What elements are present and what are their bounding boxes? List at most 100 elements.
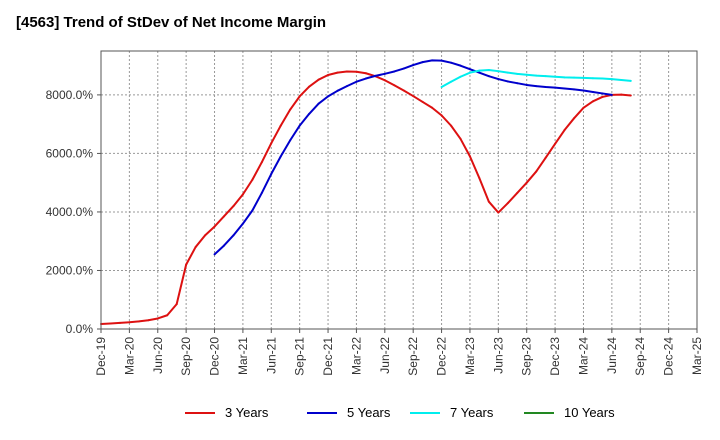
data-point xyxy=(506,202,509,205)
data-point xyxy=(459,137,462,140)
x-tick-label: Jun-24 xyxy=(605,337,619,374)
data-point xyxy=(573,117,576,120)
data-point xyxy=(289,139,292,142)
data-point xyxy=(601,77,604,80)
legend-label: 3 Years xyxy=(225,405,269,420)
data-point xyxy=(525,181,528,184)
data-point xyxy=(620,78,623,81)
x-tick-label: Dec-24 xyxy=(662,337,676,376)
x-tick-label: Sep-21 xyxy=(293,337,307,376)
data-point xyxy=(450,80,453,83)
data-point xyxy=(440,59,443,62)
x-tick-label: Dec-23 xyxy=(548,337,562,376)
data-point xyxy=(194,246,197,249)
x-tick-label: Sep-20 xyxy=(179,337,193,376)
data-point xyxy=(525,83,528,86)
data-point xyxy=(487,69,490,72)
data-point xyxy=(478,71,481,74)
data-point xyxy=(497,70,500,73)
data-point xyxy=(554,75,557,78)
data-point xyxy=(393,70,396,73)
data-point xyxy=(610,93,613,96)
y-tick-label: 4000.0% xyxy=(46,205,94,219)
plot-frame xyxy=(100,50,698,330)
data-point xyxy=(260,191,263,194)
data-point xyxy=(374,74,377,77)
data-point xyxy=(270,172,273,175)
data-point xyxy=(109,322,112,325)
data-point xyxy=(383,72,386,75)
data-point xyxy=(497,78,500,81)
data-point xyxy=(478,177,481,180)
x-tick-label: Sep-22 xyxy=(406,337,420,376)
data-point xyxy=(222,215,225,218)
data-point xyxy=(308,85,311,88)
data-point xyxy=(506,80,509,83)
data-point xyxy=(336,89,339,92)
data-point xyxy=(563,129,566,132)
data-point xyxy=(279,155,282,158)
x-tick-label: Mar-24 xyxy=(576,337,590,375)
x-tick-label: Dec-22 xyxy=(435,337,449,376)
legend-swatch xyxy=(307,411,337,414)
data-point xyxy=(591,100,594,103)
data-point xyxy=(308,112,311,115)
data-point xyxy=(327,73,330,76)
legend-item: 5 Years xyxy=(307,405,390,420)
data-point xyxy=(563,76,566,79)
data-point xyxy=(516,191,519,194)
data-point xyxy=(421,61,424,64)
legend: 3 Years 5 Years 7 Years 10 Years xyxy=(0,405,720,425)
y-tick-label: 2000.0% xyxy=(46,263,94,277)
data-point xyxy=(516,72,519,75)
data-point xyxy=(629,94,632,97)
data-point xyxy=(222,244,225,247)
data-point xyxy=(459,75,462,78)
data-point xyxy=(317,102,320,105)
x-tick-label: Mar-23 xyxy=(463,337,477,375)
data-point xyxy=(383,79,386,82)
data-point xyxy=(629,79,632,82)
x-axis-ticks: Dec-19 Mar-20 Jun-20 Sep-20 Dec-20 Mar-21 Jun-… xyxy=(94,329,704,376)
data-point xyxy=(289,108,292,111)
data-point xyxy=(450,124,453,127)
x-tick-label: Jun-22 xyxy=(378,337,392,374)
data-point xyxy=(468,71,471,74)
data-point xyxy=(298,124,301,127)
data-point xyxy=(185,263,188,266)
legend-label: 10 Years xyxy=(564,405,615,420)
data-point xyxy=(260,161,263,164)
y-tick-label: 8000.0% xyxy=(46,88,94,102)
data-point xyxy=(412,64,415,67)
data-point xyxy=(478,69,481,72)
grid-lines xyxy=(100,51,698,330)
x-tick-label: Jun-20 xyxy=(151,337,165,374)
data-point xyxy=(601,95,604,98)
data-point xyxy=(251,178,254,181)
series-7-years xyxy=(440,69,632,88)
data-point xyxy=(345,85,348,88)
data-point xyxy=(270,142,273,145)
x-tick-label: Mar-22 xyxy=(349,337,363,375)
x-tick-label: Jun-23 xyxy=(491,337,505,374)
series-lines xyxy=(100,59,632,326)
data-point xyxy=(431,59,434,62)
data-point xyxy=(525,73,528,76)
legend-item: 10 Years xyxy=(524,405,615,420)
data-point xyxy=(364,72,367,75)
data-point xyxy=(487,75,490,78)
data-point xyxy=(544,156,547,159)
data-point xyxy=(118,321,121,324)
data-point xyxy=(166,314,169,317)
data-point xyxy=(147,319,150,322)
data-point xyxy=(535,74,538,77)
data-point xyxy=(204,234,207,237)
legend-item: 7 Years xyxy=(410,405,493,420)
series-line xyxy=(100,70,631,326)
data-point xyxy=(393,84,396,87)
data-point xyxy=(544,85,547,88)
x-tick-label: Mar-25 xyxy=(690,337,704,375)
legend-label: 7 Years xyxy=(450,405,494,420)
data-point xyxy=(213,225,216,228)
x-tick-label: Jun-21 xyxy=(264,337,278,374)
